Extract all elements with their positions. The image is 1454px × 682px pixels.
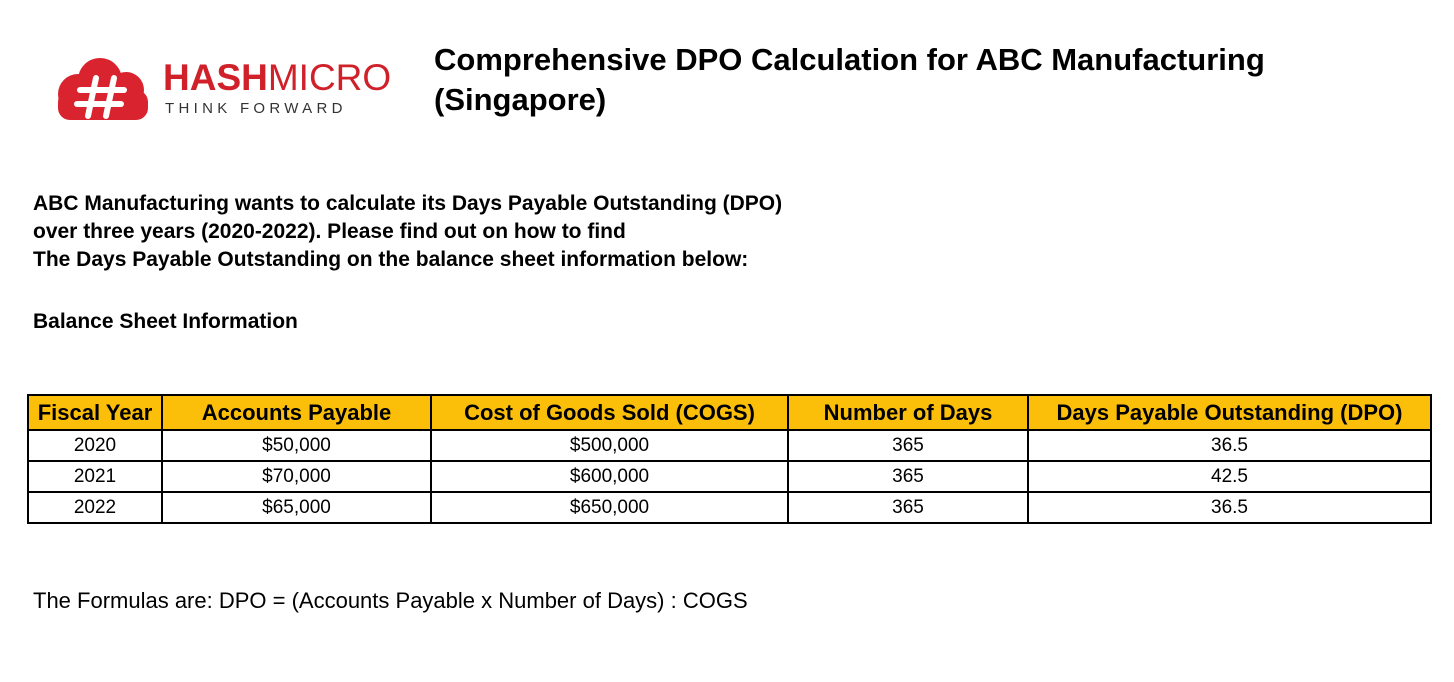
table-cell: 365	[787, 460, 1029, 493]
table-row: 2021 $70,000 $600,000 365 42.5	[27, 460, 1432, 493]
logo-hash	[74, 75, 127, 119]
header-cell: Fiscal Year	[27, 394, 163, 431]
table-cell: $500,000	[430, 429, 789, 462]
header-cell: Days Payable Outstanding (DPO)	[1027, 394, 1432, 431]
table-cell: 365	[787, 491, 1029, 524]
table-cell: $600,000	[430, 460, 789, 493]
table-cell: 2021	[27, 460, 163, 493]
header-cell: Accounts Payable	[161, 394, 432, 431]
intro: ABC Manufacturing wants to calculate its…	[33, 190, 782, 274]
table-cell: $70,000	[161, 460, 432, 493]
logo-brand: HASHMICRO	[163, 57, 390, 98]
logo-brand-bold: HASH	[163, 57, 268, 98]
intro-line: The Days Payable Outstanding on the bala…	[33, 248, 749, 271]
header-cell: Cost of Goods Sold (COGS)	[430, 394, 789, 431]
header-cell: Number of Days	[787, 394, 1029, 431]
intro-line: ABC Manufacturing wants to calculate its…	[33, 192, 783, 215]
header-row: Fiscal Year Accounts Payable Cost of Goods…	[27, 394, 1432, 431]
table-cell: 36.5	[1027, 429, 1432, 462]
formula: The Formulas are: DPO = (Accounts Payabl…	[33, 588, 748, 613]
table-cell: 2022	[27, 491, 163, 524]
table-cell: 36.5	[1027, 491, 1432, 524]
table-cell: 42.5	[1027, 460, 1432, 493]
logo-tagline: THINK FORWARD	[165, 100, 347, 117]
table-row: 2020 $50,000 $500,000 365 36.5	[27, 429, 1432, 462]
table-row: 2022 $65,000 $650,000 365 36.5	[27, 491, 1432, 524]
table: Fiscal Year Accounts Payable Cost of Goods…	[27, 394, 1432, 524]
section-title: Balance Sheet Information	[33, 310, 298, 333]
logo: HASHMICRO THINK FORWARD	[58, 57, 390, 120]
table-cell: 2020	[27, 429, 163, 462]
intro-line: over three years (2020-2022). Please fin…	[33, 220, 626, 243]
title: Comprehensive DPO Calculation for ABC Ma…	[434, 42, 1265, 117]
table-cell: $650,000	[430, 491, 789, 524]
table-cell: 365	[787, 429, 1029, 462]
logo-brand-light: MICRO	[268, 57, 390, 98]
table-cell: $65,000	[161, 491, 432, 524]
table-cell: $50,000	[161, 429, 432, 462]
